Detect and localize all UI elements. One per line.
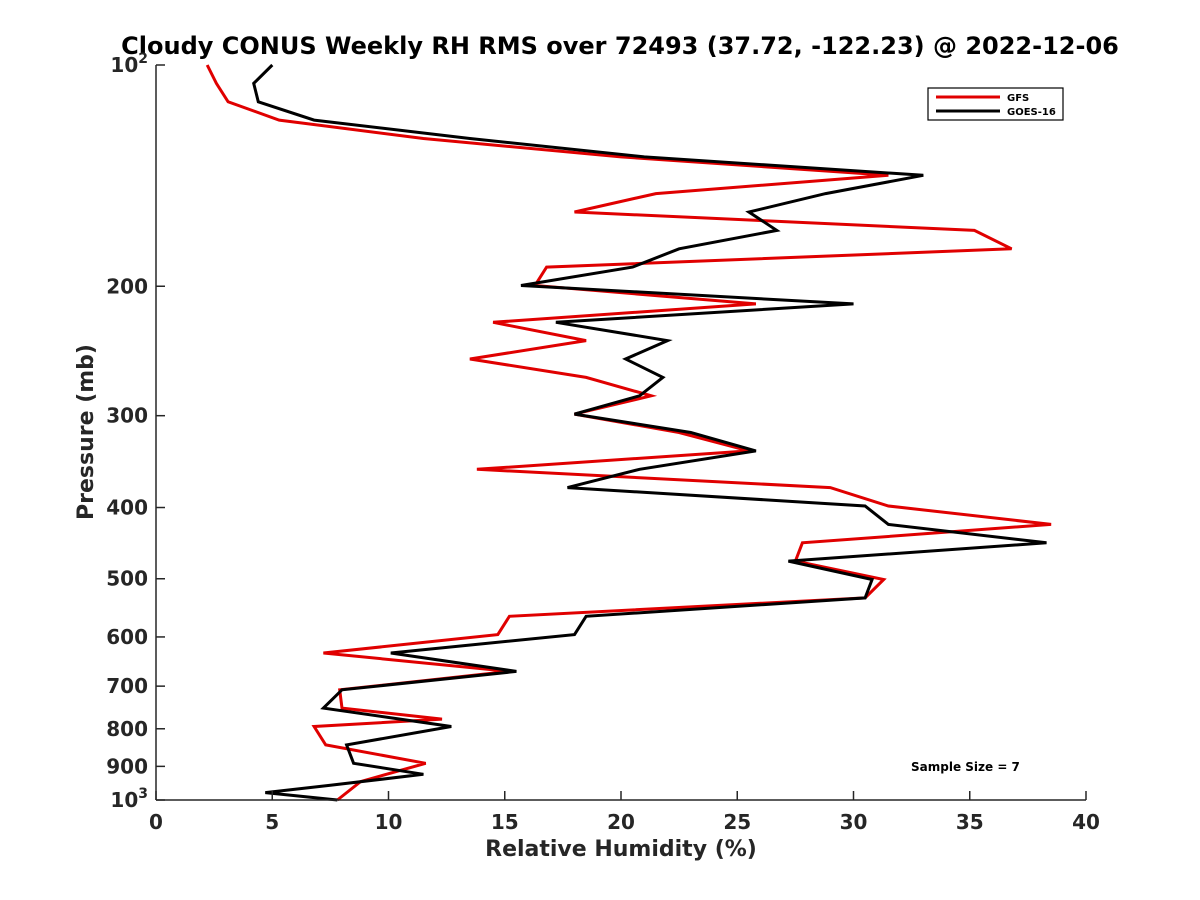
y-tick-label: 500: [106, 567, 148, 591]
y-axis-ticks: 102 200 300 400 500 600 700 800 900 103: [106, 51, 165, 812]
x-tick-label: 30: [840, 810, 868, 834]
series-layer: [205, 63, 1052, 802]
y-tick-label: 600: [106, 625, 148, 649]
x-tick-label: 0: [149, 810, 163, 834]
x-tick-label: 5: [265, 810, 279, 834]
plot-area: [156, 65, 1086, 800]
x-tick-label: 15: [491, 810, 519, 834]
chart-title: Cloudy CONUS Weekly RH RMS over 72493 (3…: [121, 32, 1119, 60]
y-tick-label: 200: [106, 274, 148, 298]
legend-box: [927, 87, 1064, 121]
y-tick-label: 102: [110, 51, 148, 77]
x-tick-label: 35: [956, 810, 984, 834]
y-tick-label: 800: [106, 717, 148, 741]
legend: GFS GOES-16: [927, 87, 1064, 121]
x-axis-ticks: 0 5 10 15 20 25 30 35 40: [149, 791, 1100, 834]
legend-label-goes16: GOES-16: [1007, 107, 1056, 118]
y-tick-label: 400: [106, 496, 148, 520]
y-tick-label: 103: [110, 786, 148, 812]
x-tick-label: 25: [723, 810, 751, 834]
legend-label-gfs: GFS: [1007, 93, 1029, 104]
x-axis-title: Relative Humidity (%): [485, 837, 757, 862]
series-line-goes16: [252, 63, 1047, 802]
y-axis-title: Pressure (mb): [74, 344, 99, 520]
y-tick-label: 900: [106, 754, 148, 778]
y-tick-label: 300: [106, 404, 148, 428]
x-tick-label: 20: [607, 810, 635, 834]
y-tick-label: 700: [106, 674, 148, 698]
x-tick-label: 10: [375, 810, 403, 834]
sample-size-annotation: Sample Size = 7: [911, 760, 1020, 774]
x-tick-label: 40: [1072, 810, 1100, 834]
